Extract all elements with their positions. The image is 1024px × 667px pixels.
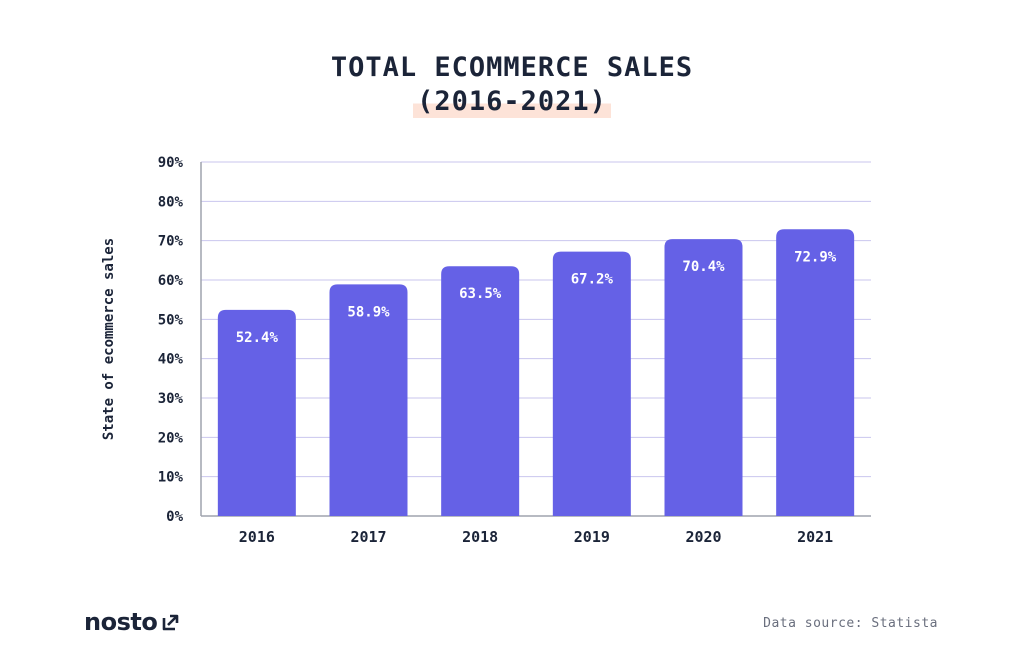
data-label: 58.9% <box>347 304 390 320</box>
y-tick-label: 20% <box>158 430 184 446</box>
chart-title: TOTAL ECOMMERCE SALES <box>330 52 694 83</box>
bar-2018 <box>441 266 520 516</box>
data-source: Data source: Statista <box>763 616 938 631</box>
bar-2019 <box>552 251 631 516</box>
brand-name: nosto <box>84 608 158 636</box>
y-tick-label: 80% <box>158 194 184 210</box>
y-axis-label: State of ecommerce sales <box>101 238 117 440</box>
bar-2021 <box>776 229 855 516</box>
y-tick-label: 0% <box>166 509 183 525</box>
data-label: 72.9% <box>794 249 837 265</box>
x-tick-label: 2017 <box>350 528 386 546</box>
y-tick-label: 10% <box>158 470 184 486</box>
y-tick-label: 30% <box>158 391 184 407</box>
data-label: 70.4% <box>682 259 725 275</box>
x-tick-label: 2021 <box>797 528 833 546</box>
y-tick-label: 70% <box>158 234 184 250</box>
x-tick-label: 2018 <box>462 528 498 546</box>
bar-2016 <box>217 309 296 516</box>
y-tick-label: 40% <box>158 352 184 368</box>
data-label: 67.2% <box>571 272 614 288</box>
y-tick-label: 60% <box>158 273 184 289</box>
chart-subtitle: (2016-2021) <box>413 86 611 118</box>
nosto-logo: nosto <box>84 608 181 636</box>
x-tick-label: 2016 <box>239 528 275 546</box>
y-tick-label: 50% <box>158 312 184 328</box>
arrow-up-right-box-icon <box>163 614 179 631</box>
bar-2020 <box>664 239 743 517</box>
bar-2017 <box>329 284 408 516</box>
data-label: 63.5% <box>459 286 502 302</box>
x-tick-label: 2019 <box>574 528 610 546</box>
data-label: 52.4% <box>236 330 279 346</box>
x-tick-label: 2020 <box>685 528 721 546</box>
y-tick-label: 90% <box>158 155 184 171</box>
